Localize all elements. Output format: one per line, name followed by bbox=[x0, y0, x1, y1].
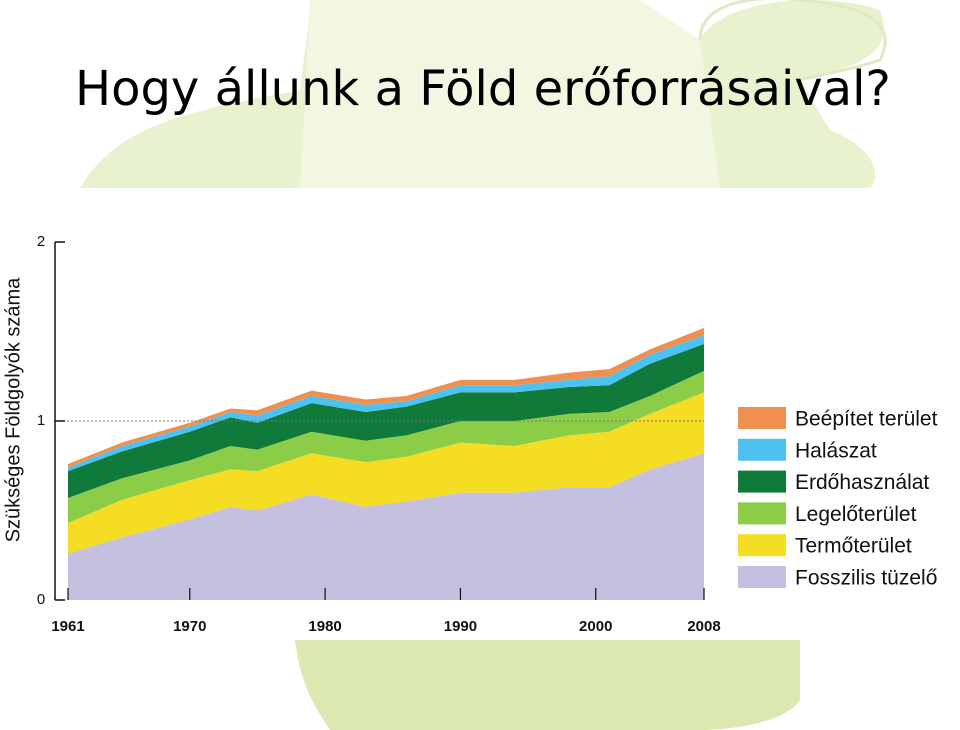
background-shape bbox=[295, 640, 800, 730]
legend-swatch bbox=[738, 438, 786, 461]
background-shape bbox=[698, 0, 887, 82]
legend-swatch bbox=[738, 502, 786, 525]
legend-label: Halászat bbox=[795, 439, 877, 462]
slide-title: Hogy állunk a Föld erőforrásaival? bbox=[75, 61, 891, 117]
y-tick-label: 1 bbox=[37, 412, 45, 429]
x-tick-label: 1990 bbox=[444, 618, 477, 635]
legend-label: Legelőterület bbox=[795, 503, 917, 526]
y-tick-label: 2 bbox=[37, 233, 45, 250]
y-tick-label: 0 bbox=[37, 591, 45, 608]
area bbox=[68, 370, 704, 524]
legend-swatch bbox=[738, 470, 786, 493]
x-tick-label: 1970 bbox=[173, 618, 206, 635]
legend-label: Beépítet terület bbox=[795, 408, 938, 431]
legend-swatch bbox=[738, 407, 786, 429]
x-tick-label: 1961 bbox=[51, 618, 84, 635]
legend-label: Erdőhasználat bbox=[795, 471, 929, 494]
legend-swatch bbox=[738, 534, 786, 557]
area bbox=[68, 453, 704, 600]
x-tick-label: 2008 bbox=[687, 618, 720, 635]
background-shape bbox=[300, 0, 720, 188]
x-tick-label: 1980 bbox=[308, 618, 341, 635]
x-tick-label: 2000 bbox=[579, 618, 612, 635]
legend-swatch bbox=[738, 566, 786, 588]
area bbox=[68, 344, 704, 498]
legend-label: Termőterület bbox=[795, 535, 912, 558]
area bbox=[68, 392, 704, 554]
y-axis-label: Szükséges Földgolyók száma bbox=[2, 277, 24, 542]
plot: 0 1 2 1961 1970 1980 1990 2000 2008 Beépítet terü… bbox=[37, 233, 938, 635]
area bbox=[68, 327, 704, 468]
legend-label: Fosszilis tüzelő bbox=[795, 567, 937, 590]
